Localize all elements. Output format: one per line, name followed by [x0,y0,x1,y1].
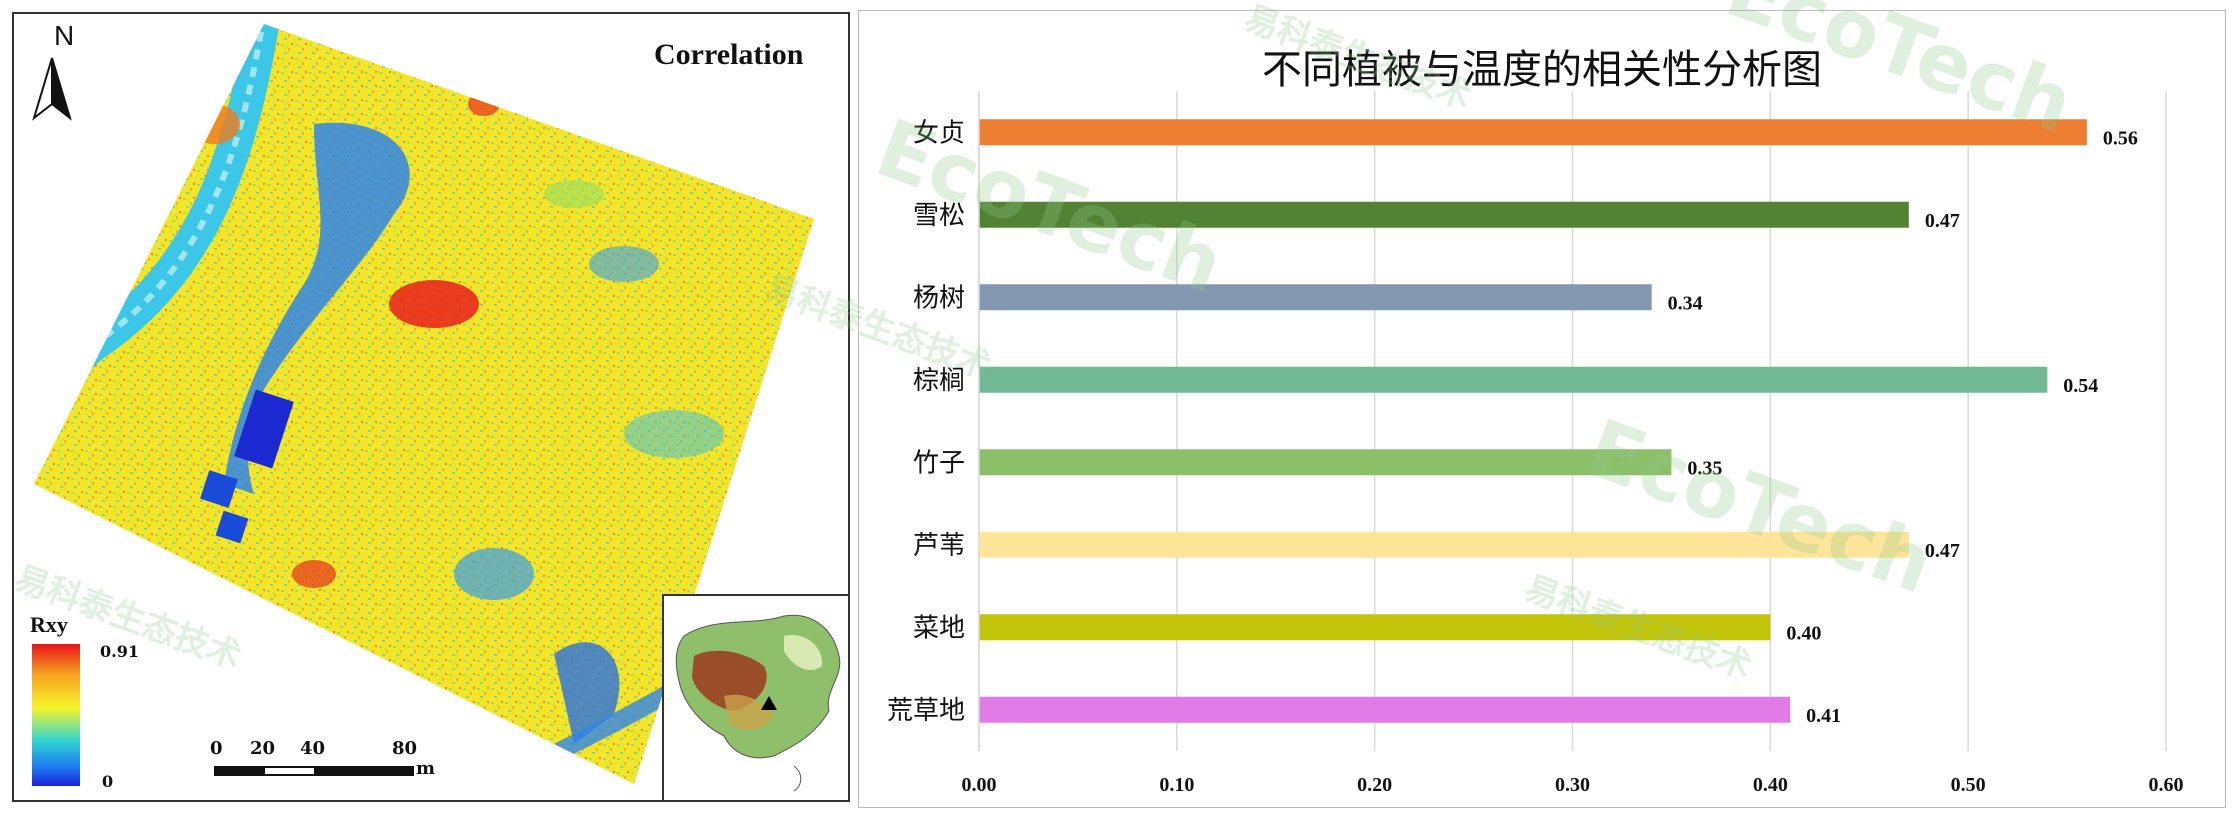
x-tick-label: 0.00 [962,774,997,796]
category-label: 女贞 [913,118,965,148]
raster-extent [34,24,814,784]
north-arrow-icon [32,57,72,121]
category-label: 杨树 [913,283,965,313]
category-label: 芦苇 [913,531,965,561]
category-label: 荒草地 [887,696,965,726]
correlation-bar-chart-panel: 不同植被与温度的相关性分析图 0.00 0.10 0.20 0.30 0.40 0.50 0… [858,10,2226,808]
data-label: 0.41 [1806,705,1841,727]
location-marker-icon [761,696,777,710]
bar [979,614,1771,641]
data-label: 0.54 [2063,375,2098,397]
correlation-raster-map [32,24,814,784]
bar [979,366,2048,393]
data-label: 0.47 [1925,540,1960,562]
bar [979,449,1672,476]
legend-max-label: 0.91 [100,642,139,661]
data-label: 0.34 [1668,292,1703,314]
x-tick-label: 0.10 [1159,774,1194,796]
chart-title: 不同植被与温度的相关性分析图 [1262,47,1822,93]
scale-bar [214,766,414,776]
scale-unit: m [416,758,436,779]
map-title: Correlation [654,38,804,71]
bar [979,201,1909,228]
bar [979,696,1791,723]
data-label: 0.35 [1687,457,1722,479]
data-label: 0.56 [2103,127,2138,149]
x-tick-label: 0.20 [1357,774,1392,796]
bar [979,531,1909,558]
water-zone [224,122,410,495]
data-label: 0.47 [1925,210,1960,232]
legend-min-label: 0 [102,772,114,791]
high-correlation-patch [389,280,479,328]
scale-tick-0: 0 [210,738,223,759]
legend-color-ramp [32,644,80,786]
pond [234,389,294,469]
scale-tick-40: 40 [300,738,326,759]
inset-locator-map [662,594,848,800]
correlation-map-panel: N Correlation Rxy 0.91 0 0 20 40 80 m [12,12,850,802]
bar [979,119,2087,146]
category-label: 菜地 [913,613,965,643]
north-label: N [54,20,75,51]
legend-title: Rxy [30,612,68,637]
x-tick-label: 0.40 [1753,774,1788,796]
scale-tick-20: 20 [250,738,276,759]
category-label: 竹子 [913,448,965,478]
category-label: 棕榈 [913,366,965,396]
x-tick-label: 0.60 [2149,774,2184,796]
x-tick-label: 0.50 [1951,774,1986,796]
bar [979,284,1652,311]
bar-chart: 0.00 0.10 0.20 0.30 0.40 0.50 0.60 女贞 0.56 雪松 0.47… [887,91,2184,796]
data-label: 0.40 [1786,622,1821,644]
x-tick-label: 0.30 [1555,774,1590,796]
scale-tick-80: 80 [392,738,418,759]
category-label: 雪松 [913,201,965,231]
